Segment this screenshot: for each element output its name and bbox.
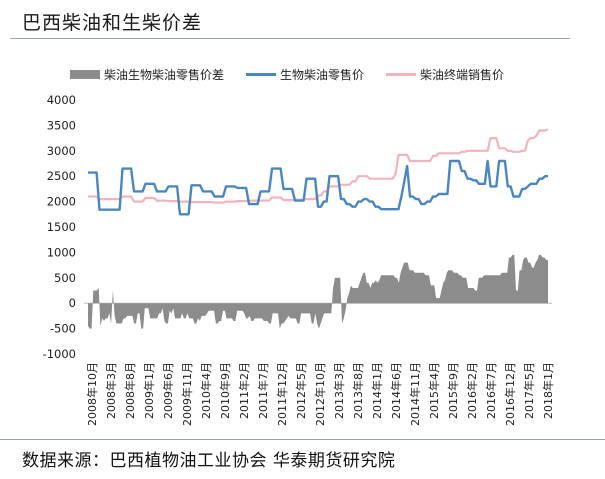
- y-tick-label-10: 4000: [47, 93, 76, 107]
- x-tick-label-2: 2008年8月: [123, 362, 137, 419]
- x-tick-label-14: 2013年8月: [351, 362, 365, 419]
- x-tick-label-24: 2018年1月: [541, 362, 555, 419]
- legend-swatch-biodiesel: [246, 73, 277, 76]
- y-tick-label-3: 500: [54, 271, 76, 285]
- legend-label-biodiesel: 生物柴油零售价: [280, 68, 365, 82]
- y-tick-label-0: -1000: [43, 347, 76, 361]
- x-tick-label-19: 2015年9月: [446, 362, 460, 419]
- x-tick-label-22: 2016年12月: [503, 362, 517, 426]
- x-tick-label-3: 2009年1月: [142, 362, 156, 419]
- y-tick-label-6: 2000: [47, 195, 76, 209]
- legend-swatch-spread: [70, 70, 100, 79]
- source-note: 数据来源：巴西植物油工业协会 华泰期货研究院: [22, 451, 396, 471]
- series-line-biodiesel: [88, 159, 548, 216]
- x-tick-label-20: 2016年2月: [465, 362, 479, 419]
- x-tick-label-1: 2008年3月: [104, 362, 118, 419]
- y-tick-label-4: 1000: [47, 245, 76, 259]
- legend-item-biodiesel: 生物柴油零售价: [246, 66, 364, 83]
- legend-swatch-diesel: [386, 73, 417, 76]
- x-tick-label-8: 2011年2月: [237, 362, 251, 419]
- title-divider: [10, 38, 570, 39]
- x-tick-label-23: 2017年5月: [522, 362, 536, 419]
- legend-label-spread: 柴油生物柴油零售价差: [104, 68, 225, 82]
- legend-item-diesel: 柴油终端销售价: [386, 66, 504, 83]
- x-tick-label-4: 2009年6月: [161, 362, 175, 419]
- x-tick-label-12: 2012年10月: [313, 362, 327, 426]
- y-tick-label-7: 2500: [47, 169, 76, 183]
- x-tick-label-15: 2014年1月: [370, 362, 384, 419]
- x-tick-label-18: 2015年4月: [427, 362, 441, 419]
- x-tick-label-7: 2010年9月: [218, 362, 232, 419]
- x-tick-label-11: 2012年5月: [294, 362, 308, 419]
- legend-label-diesel: 柴油终端销售价: [420, 68, 505, 82]
- x-tick-label-10: 2011年12月: [275, 362, 289, 426]
- y-tick-label-2: 0: [69, 296, 76, 310]
- x-tick-label-17: 2014年11月: [408, 362, 422, 426]
- y-tick-label-1: -500: [50, 322, 76, 336]
- x-tick-label-13: 2013年3月: [332, 362, 346, 419]
- chart-legend: 柴油生物柴油零售价差 生物柴油零售价 柴油终端销售价: [70, 66, 526, 83]
- source-divider: [0, 439, 605, 440]
- x-tick-label-5: 2009年11月: [180, 362, 194, 426]
- x-tick-label-6: 2010年4月: [199, 362, 213, 419]
- x-tick-label-16: 2014年6月: [389, 362, 403, 419]
- series-area-spread: [88, 254, 548, 329]
- y-tick-label-5: 1500: [47, 220, 76, 234]
- x-tick-label-0: 2008年10月: [85, 362, 99, 426]
- y-tick-label-9: 3500: [47, 118, 76, 132]
- y-tick-label-8: 3000: [47, 144, 76, 158]
- legend-item-spread: 柴油生物柴油零售价差: [70, 66, 224, 83]
- x-tick-label-21: 2016年7月: [484, 362, 498, 419]
- x-tick-label-9: 2011年7月: [256, 362, 270, 419]
- chart-title: 巴西柴油和生柴价差: [22, 12, 203, 34]
